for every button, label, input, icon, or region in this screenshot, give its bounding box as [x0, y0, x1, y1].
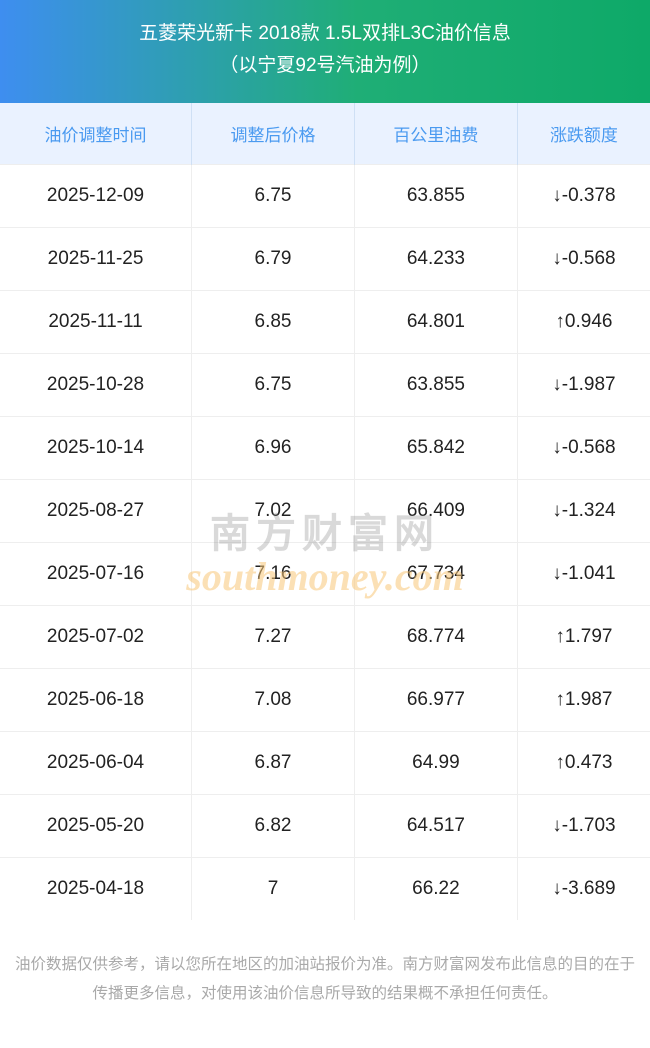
footer-disclaimer: 油价数据仅供参考，请以您所在地区的加油站报价为准。南方财富网发布此信息的目的在于… — [0, 920, 650, 1048]
table-row[interactable]: 2025-11-11 6.85 64.801 ↑0.946 — [0, 290, 650, 353]
cell-change: ↑0.473 — [517, 731, 650, 794]
cell-price: 7.08 — [192, 668, 355, 731]
cell-date: 2025-07-02 — [0, 605, 192, 668]
table-row[interactable]: 2025-07-16 7.16 67.734 ↓-1.041 — [0, 542, 650, 605]
table-header-row: 油价调整时间 调整后价格 百公里油费 涨跌额度 — [0, 103, 650, 165]
cell-date: 2025-05-20 — [0, 794, 192, 857]
table-row[interactable]: 2025-07-02 7.27 68.774 ↑1.797 — [0, 605, 650, 668]
table-row[interactable]: 2025-04-18 7 66.22 ↓-3.689 — [0, 857, 650, 920]
table-row[interactable]: 2025-08-27 7.02 66.409 ↓-1.324 — [0, 479, 650, 542]
cell-cost: 64.99 — [354, 731, 517, 794]
cell-price: 6.85 — [192, 290, 355, 353]
cell-cost: 64.801 — [354, 290, 517, 353]
cell-change: ↓-0.378 — [517, 164, 650, 227]
cell-cost: 67.734 — [354, 542, 517, 605]
cell-cost: 68.774 — [354, 605, 517, 668]
table-row[interactable]: 2025-10-28 6.75 63.855 ↓-1.987 — [0, 353, 650, 416]
cell-cost: 63.855 — [354, 164, 517, 227]
cell-change: ↓-1.987 — [517, 353, 650, 416]
cell-date: 2025-10-14 — [0, 416, 192, 479]
cell-date: 2025-12-09 — [0, 164, 192, 227]
footer-text: 油价数据仅供参考，请以您所在地区的加油站报价为准。南方财富网发布此信息的目的在于… — [14, 950, 636, 1009]
cell-change: ↓-1.324 — [517, 479, 650, 542]
column-header-price: 调整后价格 — [192, 103, 355, 165]
table-body[interactable]: 2025-12-09 6.75 63.855 ↓-0.378 2025-11-2… — [0, 164, 650, 920]
oil-price-page: 五菱荣光新卡 2018款 1.5L双排L3C油价信息 （以宁夏92号汽油为例） … — [0, 0, 650, 1048]
table-row[interactable]: 2025-12-09 6.75 63.855 ↓-0.378 — [0, 164, 650, 227]
cell-cost: 63.855 — [354, 353, 517, 416]
table-row[interactable]: 2025-05-20 6.82 64.517 ↓-1.703 — [0, 794, 650, 857]
cell-cost: 64.517 — [354, 794, 517, 857]
cell-cost: 64.233 — [354, 227, 517, 290]
cell-price: 7 — [192, 857, 355, 920]
table-row[interactable]: 2025-11-25 6.79 64.233 ↓-0.568 — [0, 227, 650, 290]
cell-date: 2025-07-16 — [0, 542, 192, 605]
column-header-change: 涨跌额度 — [517, 103, 650, 165]
table-row[interactable]: 2025-06-18 7.08 66.977 ↑1.987 — [0, 668, 650, 731]
cell-change: ↑1.797 — [517, 605, 650, 668]
cell-date: 2025-10-28 — [0, 353, 192, 416]
cell-change: ↓-1.041 — [517, 542, 650, 605]
header-title: 五菱荣光新卡 2018款 1.5L双排L3C油价信息 — [10, 18, 640, 50]
header-subtitle: （以宁夏92号汽油为例） — [10, 50, 640, 82]
table-row[interactable]: 2025-10-14 6.96 65.842 ↓-0.568 — [0, 416, 650, 479]
cell-price: 7.27 — [192, 605, 355, 668]
cell-cost: 66.977 — [354, 668, 517, 731]
cell-date: 2025-08-27 — [0, 479, 192, 542]
cell-price: 6.79 — [192, 227, 355, 290]
cell-date: 2025-04-18 — [0, 857, 192, 920]
cell-price: 7.16 — [192, 542, 355, 605]
cell-cost: 66.22 — [354, 857, 517, 920]
cell-date: 2025-11-11 — [0, 290, 192, 353]
cell-change: ↓-0.568 — [517, 227, 650, 290]
column-header-date: 油价调整时间 — [0, 103, 192, 165]
cell-change: ↑1.987 — [517, 668, 650, 731]
cell-change: ↓-1.703 — [517, 794, 650, 857]
cell-change: ↓-0.568 — [517, 416, 650, 479]
page-header: 五菱荣光新卡 2018款 1.5L双排L3C油价信息 （以宁夏92号汽油为例） — [0, 0, 650, 103]
cell-change: ↓-3.689 — [517, 857, 650, 920]
cell-change: ↑0.946 — [517, 290, 650, 353]
cell-price: 6.75 — [192, 164, 355, 227]
cell-price: 6.87 — [192, 731, 355, 794]
cell-price: 6.75 — [192, 353, 355, 416]
cell-price: 7.02 — [192, 479, 355, 542]
cell-price: 6.96 — [192, 416, 355, 479]
oil-price-table[interactable]: 油价调整时间 调整后价格 百公里油费 涨跌额度 2025-12-09 6.75 … — [0, 103, 650, 920]
cell-cost: 65.842 — [354, 416, 517, 479]
table-row[interactable]: 2025-06-04 6.87 64.99 ↑0.473 — [0, 731, 650, 794]
cell-date: 2025-06-04 — [0, 731, 192, 794]
cell-price: 6.82 — [192, 794, 355, 857]
cell-date: 2025-06-18 — [0, 668, 192, 731]
cell-cost: 66.409 — [354, 479, 517, 542]
cell-date: 2025-11-25 — [0, 227, 192, 290]
column-header-cost: 百公里油费 — [354, 103, 517, 165]
